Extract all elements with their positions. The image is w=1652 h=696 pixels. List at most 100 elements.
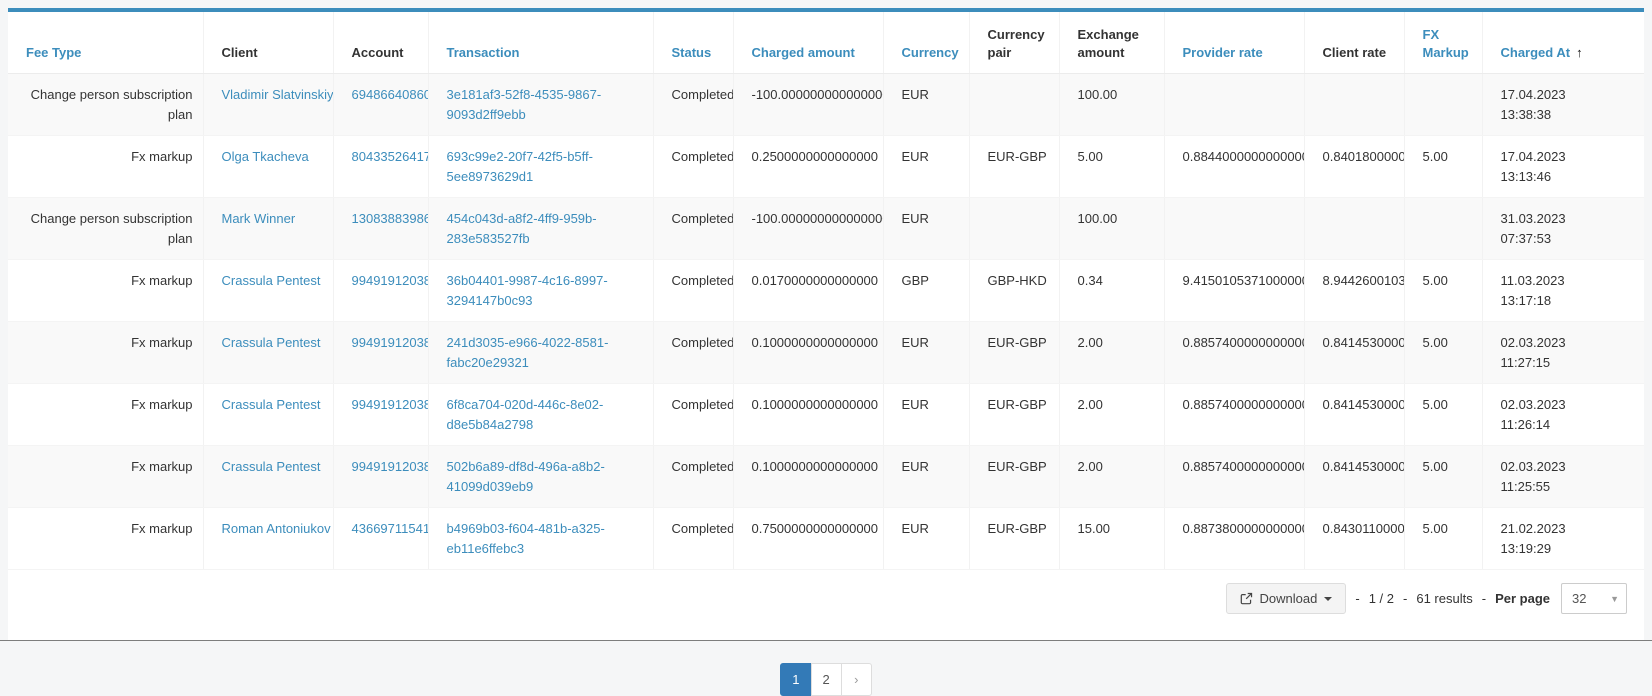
cell-client: Crassula Pentest bbox=[203, 321, 334, 385]
cell-fx_markup bbox=[1404, 197, 1483, 261]
client-link[interactable]: Roman Antoniukov bbox=[221, 521, 331, 537]
column-header-charged_amount[interactable]: Charged amount bbox=[733, 12, 884, 75]
column-header-currency[interactable]: Currency bbox=[883, 12, 970, 75]
column-header-transaction[interactable]: Transaction bbox=[428, 12, 654, 75]
table-row: Fx markup Crassula Pentest 99491912038 36b0… bbox=[8, 259, 1644, 323]
cell-fee_type: Fx markup bbox=[8, 383, 204, 447]
table-header: Fee Type Client Account Transaction Status Ch… bbox=[8, 12, 1644, 75]
column-header-charged_at[interactable]: Charged At ↑ bbox=[1482, 12, 1644, 75]
column-label: Status bbox=[671, 44, 712, 60]
transaction-link[interactable]: 241d3035-e966-4022-8581-fabc20e29321 bbox=[446, 335, 609, 370]
page-button-2[interactable]: 2 bbox=[810, 663, 842, 696]
transaction-link[interactable]: 6f8ca704-020d-446c-8e02-d8e5b84a2798 bbox=[446, 397, 604, 432]
cell-transaction: 454c043d-a8f2-4ff9-959b-283e583527fb bbox=[428, 197, 654, 261]
column-label: Account bbox=[351, 44, 404, 60]
cell-transaction: 3e181af3-52f8-4535-9867-9093d2ff9ebb bbox=[428, 73, 654, 137]
header-row: Fee Type Client Account Transaction Status Ch… bbox=[8, 12, 1644, 75]
cell-exchange_amount: 2.00 bbox=[1059, 321, 1165, 385]
cell-provider_rate bbox=[1164, 73, 1305, 137]
cell-status: Completed bbox=[653, 321, 734, 385]
cell-charged_amount: 0.1000000000000000 bbox=[733, 445, 884, 509]
client-link[interactable]: Olga Tkacheva bbox=[221, 149, 309, 165]
client-link[interactable]: Crassula Pentest bbox=[221, 273, 321, 289]
column-label: Transaction bbox=[446, 44, 520, 60]
cell-fx_markup: 5.00 bbox=[1404, 445, 1483, 509]
download-button[interactable]: Download bbox=[1225, 583, 1347, 615]
table-row: Fx markup Olga Tkacheva 80433526417 693c99e… bbox=[8, 135, 1644, 199]
account-link[interactable]: 99491912038 bbox=[351, 459, 428, 475]
transaction-link[interactable]: 3e181af3-52f8-4535-9867-9093d2ff9ebb bbox=[446, 87, 602, 122]
client-link[interactable]: Crassula Pentest bbox=[221, 459, 321, 475]
cell-fee_type: Fx markup bbox=[8, 259, 204, 323]
cell-charged_at: 31.03.2023 07:37:53 bbox=[1482, 197, 1644, 261]
cell-client_rate bbox=[1304, 73, 1405, 137]
cell-charged_amount: 0.1000000000000000 bbox=[733, 383, 884, 447]
cell-charged_amount: -100.0000000000000000 bbox=[733, 73, 884, 137]
cell-charged_amount: -100.0000000000000000 bbox=[733, 197, 884, 261]
account-link[interactable]: 43669711541 bbox=[351, 521, 428, 537]
cell-currency: EUR bbox=[883, 321, 970, 385]
cell-status: Completed bbox=[653, 197, 734, 261]
cell-account: 69486640860 bbox=[333, 73, 429, 137]
account-link[interactable]: 80433526417 bbox=[351, 149, 428, 165]
per-page-label: Per page bbox=[1495, 591, 1550, 607]
cell-account: 13083883986 bbox=[333, 197, 429, 261]
cell-fx_markup: 5.00 bbox=[1404, 259, 1483, 323]
cell-provider_rate: 0.8857400000000000 bbox=[1164, 445, 1305, 509]
next-page-button[interactable]: › bbox=[840, 663, 872, 696]
column-label: FX Markup bbox=[1422, 27, 1469, 60]
cell-exchange_amount: 2.00 bbox=[1059, 445, 1165, 509]
pagination: 1 2 › bbox=[0, 641, 1652, 696]
table-row: Fx markup Crassula Pentest 99491912038 6f8c… bbox=[8, 383, 1644, 447]
transaction-link[interactable]: 36b04401-9987-4c16-8997-3294147b0c93 bbox=[446, 273, 608, 308]
transaction-link[interactable]: 454c043d-a8f2-4ff9-959b-283e583527fb bbox=[446, 211, 597, 246]
per-page-select[interactable]: 32 bbox=[1561, 583, 1627, 615]
cell-fx_markup bbox=[1404, 73, 1483, 137]
account-link[interactable]: 13083883986 bbox=[351, 211, 428, 227]
column-label: Provider rate bbox=[1182, 44, 1263, 60]
results-count: 61 results bbox=[1416, 591, 1473, 607]
column-label: Client bbox=[221, 44, 258, 60]
cell-status: Completed bbox=[653, 383, 734, 447]
column-label: Exchange amount bbox=[1077, 27, 1139, 60]
column-header-status[interactable]: Status bbox=[653, 12, 734, 75]
column-label: Charged At bbox=[1500, 44, 1571, 60]
account-link[interactable]: 69486640860 bbox=[351, 87, 428, 103]
client-link[interactable]: Mark Winner bbox=[221, 211, 296, 227]
transaction-link[interactable]: 693c99e2-20f7-42f5-b5ff-5ee8973629d1 bbox=[446, 149, 593, 184]
content-divider bbox=[0, 640, 1652, 642]
column-header-fee_type[interactable]: Fee Type bbox=[8, 12, 204, 75]
cell-fx_markup: 5.00 bbox=[1404, 507, 1483, 571]
page-button-1[interactable]: 1 bbox=[780, 663, 812, 696]
cell-provider_rate: 9.4150105371000000 bbox=[1164, 259, 1305, 323]
cell-client: Olga Tkacheva bbox=[203, 135, 334, 199]
cell-currency_pair: EUR-GBP bbox=[969, 383, 1060, 447]
cell-currency: EUR bbox=[883, 73, 970, 137]
cell-fx_markup: 5.00 bbox=[1404, 135, 1483, 199]
separator-dash: - bbox=[1481, 591, 1487, 607]
client-link[interactable]: Crassula Pentest bbox=[221, 397, 321, 413]
cell-transaction: 36b04401-9987-4c16-8997-3294147b0c93 bbox=[428, 259, 654, 323]
transaction-link[interactable]: 502b6a89-df8d-496a-a8b2-41099d039eb9 bbox=[446, 459, 605, 494]
cell-exchange_amount: 100.00 bbox=[1059, 197, 1165, 261]
client-link[interactable]: Vladimir Slatvinskiy bbox=[221, 87, 333, 103]
account-link[interactable]: 99491912038 bbox=[351, 397, 428, 413]
table-body: Change person subscription plan Vladimir … bbox=[8, 73, 1644, 571]
cell-client_rate: 0.8430110000 bbox=[1304, 507, 1405, 571]
client-link[interactable]: Crassula Pentest bbox=[221, 335, 321, 351]
download-label: Download bbox=[1259, 591, 1318, 607]
cell-exchange_amount: 15.00 bbox=[1059, 507, 1165, 571]
account-link[interactable]: 99491912038 bbox=[351, 273, 428, 289]
transaction-link[interactable]: b4969b03-f604-481b-a325-eb11e6ffebc3 bbox=[446, 521, 605, 556]
separator-dash: - bbox=[1355, 591, 1360, 607]
cell-client_rate: 0.8414530000 bbox=[1304, 383, 1405, 447]
column-label: Charged amount bbox=[751, 44, 855, 60]
cell-charged_at: 02.03.2023 11:26:14 bbox=[1482, 383, 1644, 447]
column-header-client: Client bbox=[203, 12, 334, 75]
cell-client_rate: 0.8414530000 bbox=[1304, 445, 1405, 509]
table-row: Change person subscription plan Vladimir … bbox=[8, 73, 1644, 137]
account-link[interactable]: 99491912038 bbox=[351, 335, 428, 351]
column-header-provider_rate[interactable]: Provider rate bbox=[1164, 12, 1305, 75]
cell-charged_at: 02.03.2023 11:25:55 bbox=[1482, 445, 1644, 509]
column-header-fx_markup[interactable]: FX Markup bbox=[1404, 12, 1483, 75]
